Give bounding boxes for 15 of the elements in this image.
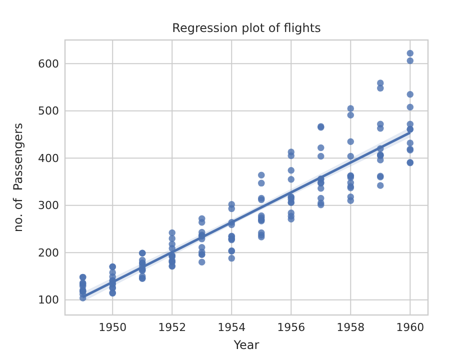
x-tick-label: 1954 (218, 321, 246, 334)
x-tick-label: 1952 (158, 321, 186, 334)
x-tick-label: 1956 (277, 321, 306, 334)
y-tick-label: 500 (38, 104, 59, 118)
y-tick-label: 600 (38, 57, 59, 70)
y-tick-label: 100 (38, 294, 59, 307)
y-tick-label: 200 (38, 246, 59, 260)
y-tick-label: 400 (38, 152, 59, 165)
y-axis-title: no. of Passengers (11, 122, 25, 232)
x-tick-label: 1958 (336, 321, 365, 334)
x-tick-label: 1960 (396, 321, 424, 334)
x-tick-label: 1950 (98, 321, 127, 334)
chart-title: Regression plot of flights (172, 21, 321, 35)
x-axis-title: Year (232, 338, 260, 352)
y-tick-label: 300 (38, 199, 59, 212)
